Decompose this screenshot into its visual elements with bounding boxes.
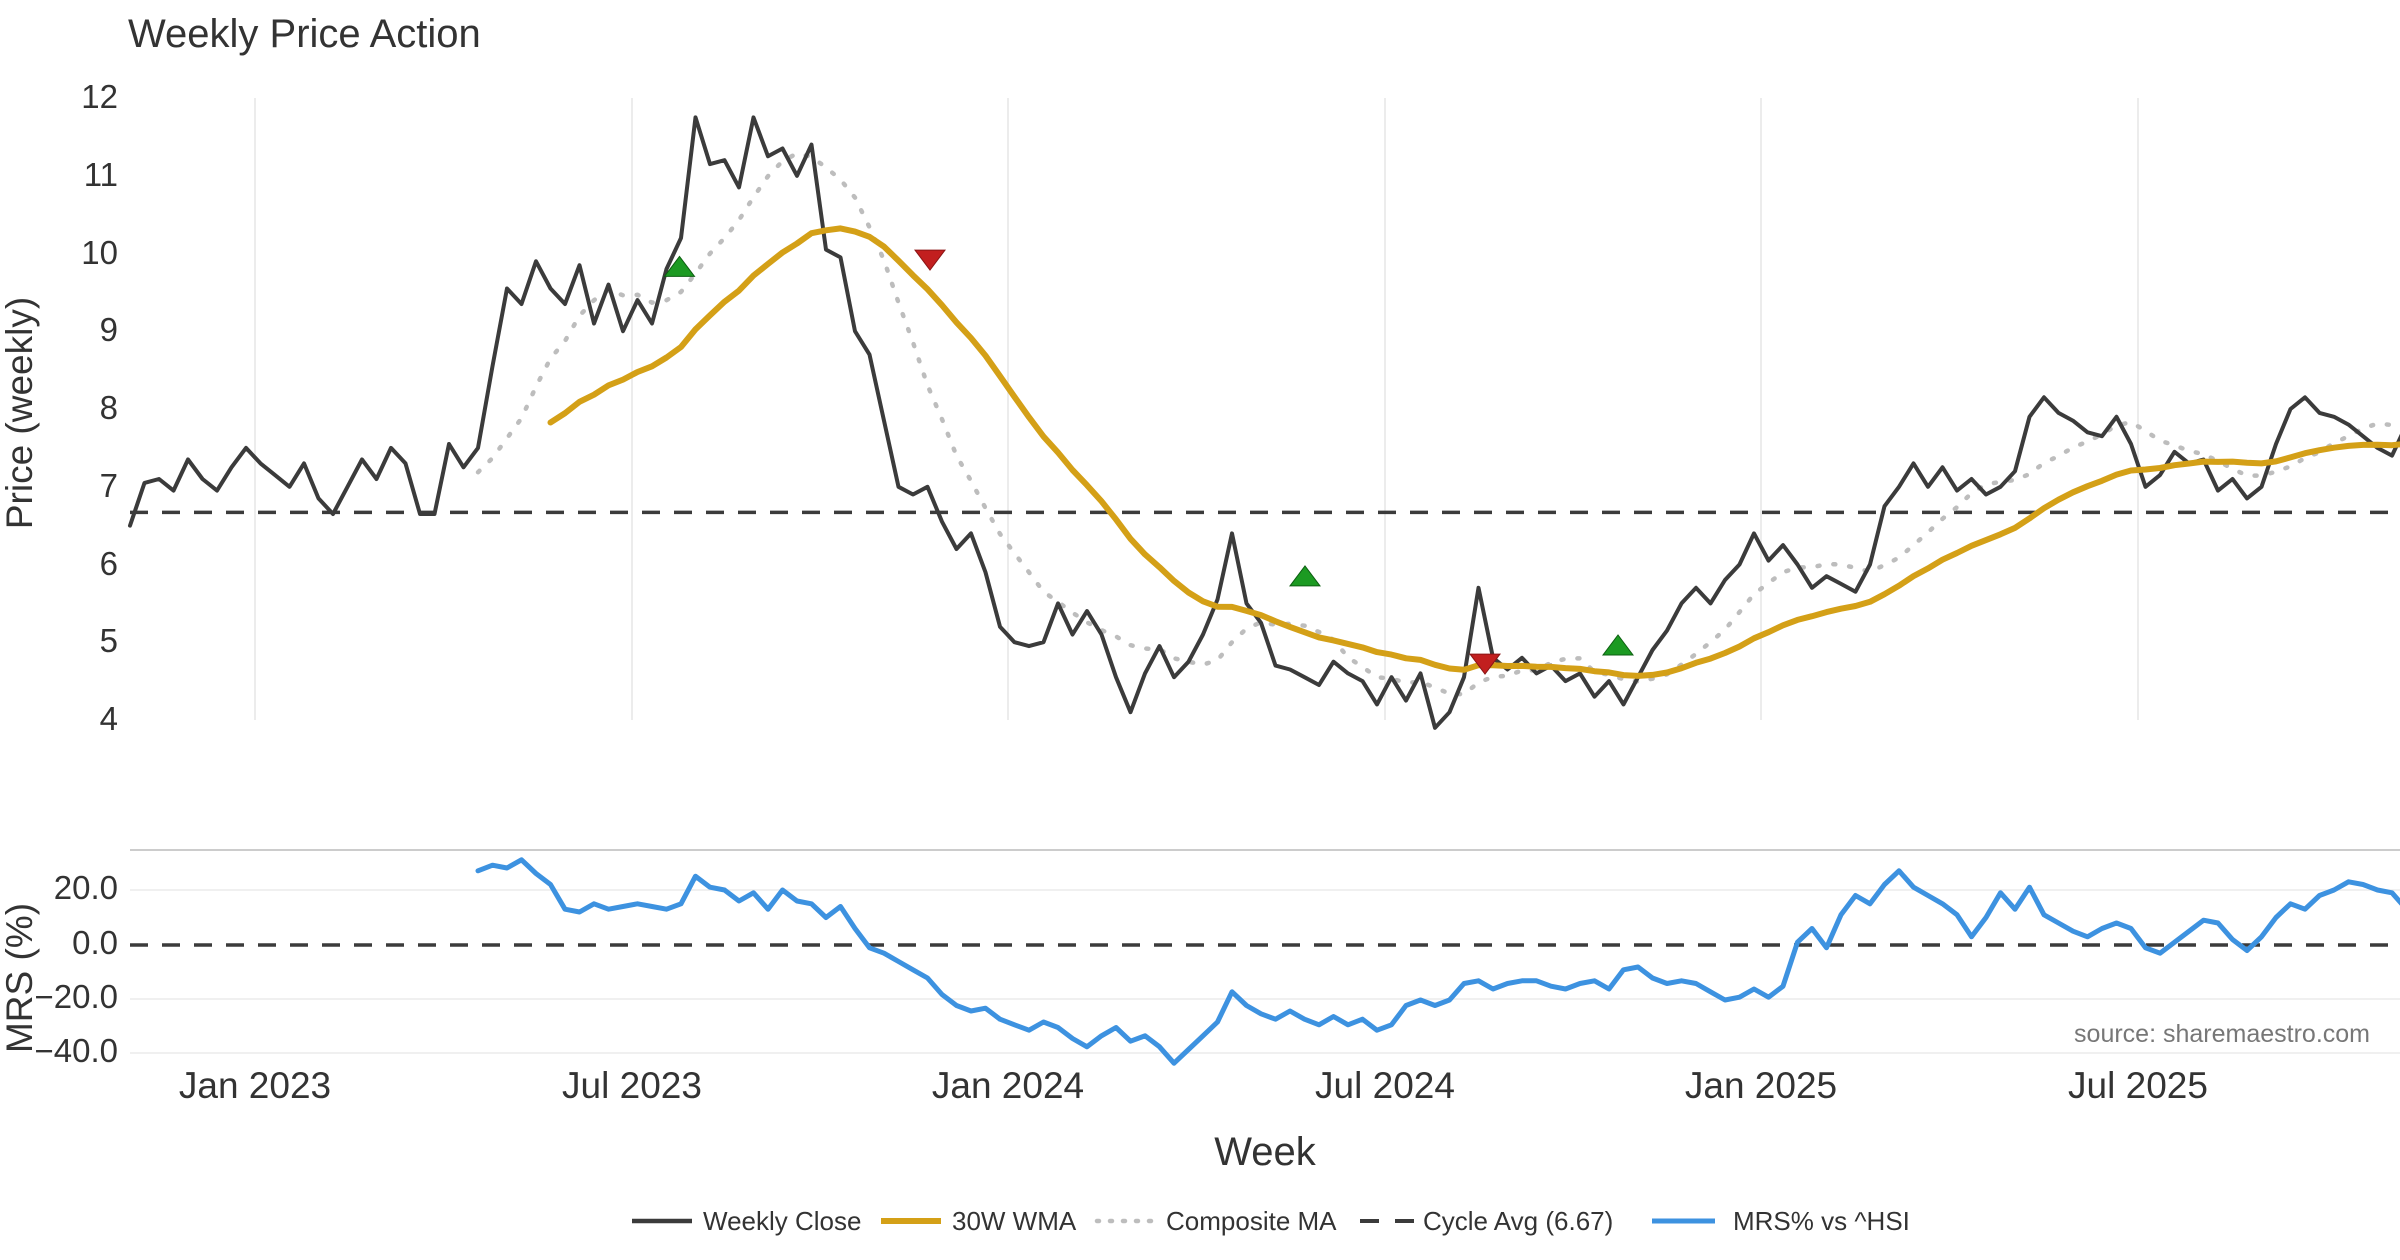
svg-text:MRS% vs ^HSI: MRS% vs ^HSI	[1733, 1206, 1910, 1236]
svg-text:30W WMA: 30W WMA	[952, 1206, 1077, 1236]
svg-text:20.0: 20.0	[54, 869, 118, 906]
svg-text:6: 6	[100, 545, 118, 582]
svg-text:12: 12	[81, 78, 118, 115]
svg-text:Jan 2023: Jan 2023	[179, 1065, 331, 1106]
svg-text:Cycle Avg (6.67): Cycle Avg (6.67)	[1423, 1206, 1613, 1236]
svg-text:10: 10	[81, 234, 118, 271]
svg-text:source: sharemaestro.com: source: sharemaestro.com	[2074, 1020, 2370, 1048]
svg-text:Week: Week	[1214, 1130, 1317, 1174]
svg-text:0.0: 0.0	[72, 924, 118, 961]
svg-text:Jul 2025: Jul 2025	[2068, 1065, 2208, 1106]
svg-text:Jul 2024: Jul 2024	[1315, 1065, 1455, 1106]
svg-text:Jan 2024: Jan 2024	[932, 1065, 1084, 1106]
svg-text:11: 11	[84, 156, 118, 193]
svg-text:Jan 2025: Jan 2025	[1685, 1065, 1837, 1106]
svg-text:Jul 2023: Jul 2023	[562, 1065, 702, 1106]
svg-text:5: 5	[100, 622, 118, 659]
svg-text:9: 9	[100, 311, 118, 348]
svg-text:7: 7	[100, 467, 118, 504]
svg-text:Weekly Close: Weekly Close	[703, 1206, 861, 1236]
svg-text:4: 4	[100, 700, 118, 737]
svg-text:Price (weekly): Price (weekly)	[0, 297, 40, 529]
svg-text:−20.0: −20.0	[35, 978, 119, 1015]
svg-text:MRS (%): MRS (%)	[0, 903, 40, 1053]
svg-text:Composite MA: Composite MA	[1166, 1206, 1337, 1236]
svg-text:−40.0: −40.0	[35, 1032, 119, 1069]
svg-text:8: 8	[100, 389, 118, 426]
